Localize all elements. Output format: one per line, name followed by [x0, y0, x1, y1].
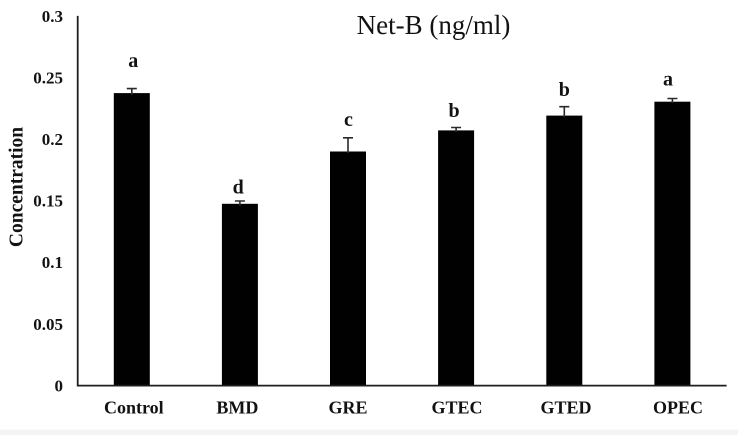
svg-text:b: b	[448, 100, 459, 122]
svg-text:Net-B (ng/ml): Net-B (ng/ml)	[357, 10, 511, 40]
svg-text:BMD: BMD	[216, 398, 258, 418]
svg-text:a: a	[663, 69, 673, 91]
svg-text:b: b	[559, 79, 570, 101]
svg-text:GTED: GTED	[540, 398, 591, 418]
svg-text:OPEC: OPEC	[653, 398, 703, 418]
svg-text:Concentration: Concentration	[6, 127, 27, 247]
svg-text:Control: Control	[104, 398, 164, 418]
svg-text:0.25: 0.25	[33, 68, 63, 87]
svg-text:0.05: 0.05	[33, 315, 63, 334]
svg-text:a: a	[128, 50, 138, 72]
svg-text:0: 0	[55, 376, 64, 395]
svg-text:c: c	[344, 109, 353, 131]
svg-text:0.3: 0.3	[42, 7, 63, 26]
svg-text:0.2: 0.2	[42, 130, 63, 149]
svg-text:d: d	[233, 176, 244, 198]
svg-text:0.1: 0.1	[42, 253, 63, 272]
svg-text:GTEC: GTEC	[431, 398, 482, 418]
svg-text:0.15: 0.15	[33, 192, 63, 211]
svg-text:GRE: GRE	[328, 398, 367, 418]
